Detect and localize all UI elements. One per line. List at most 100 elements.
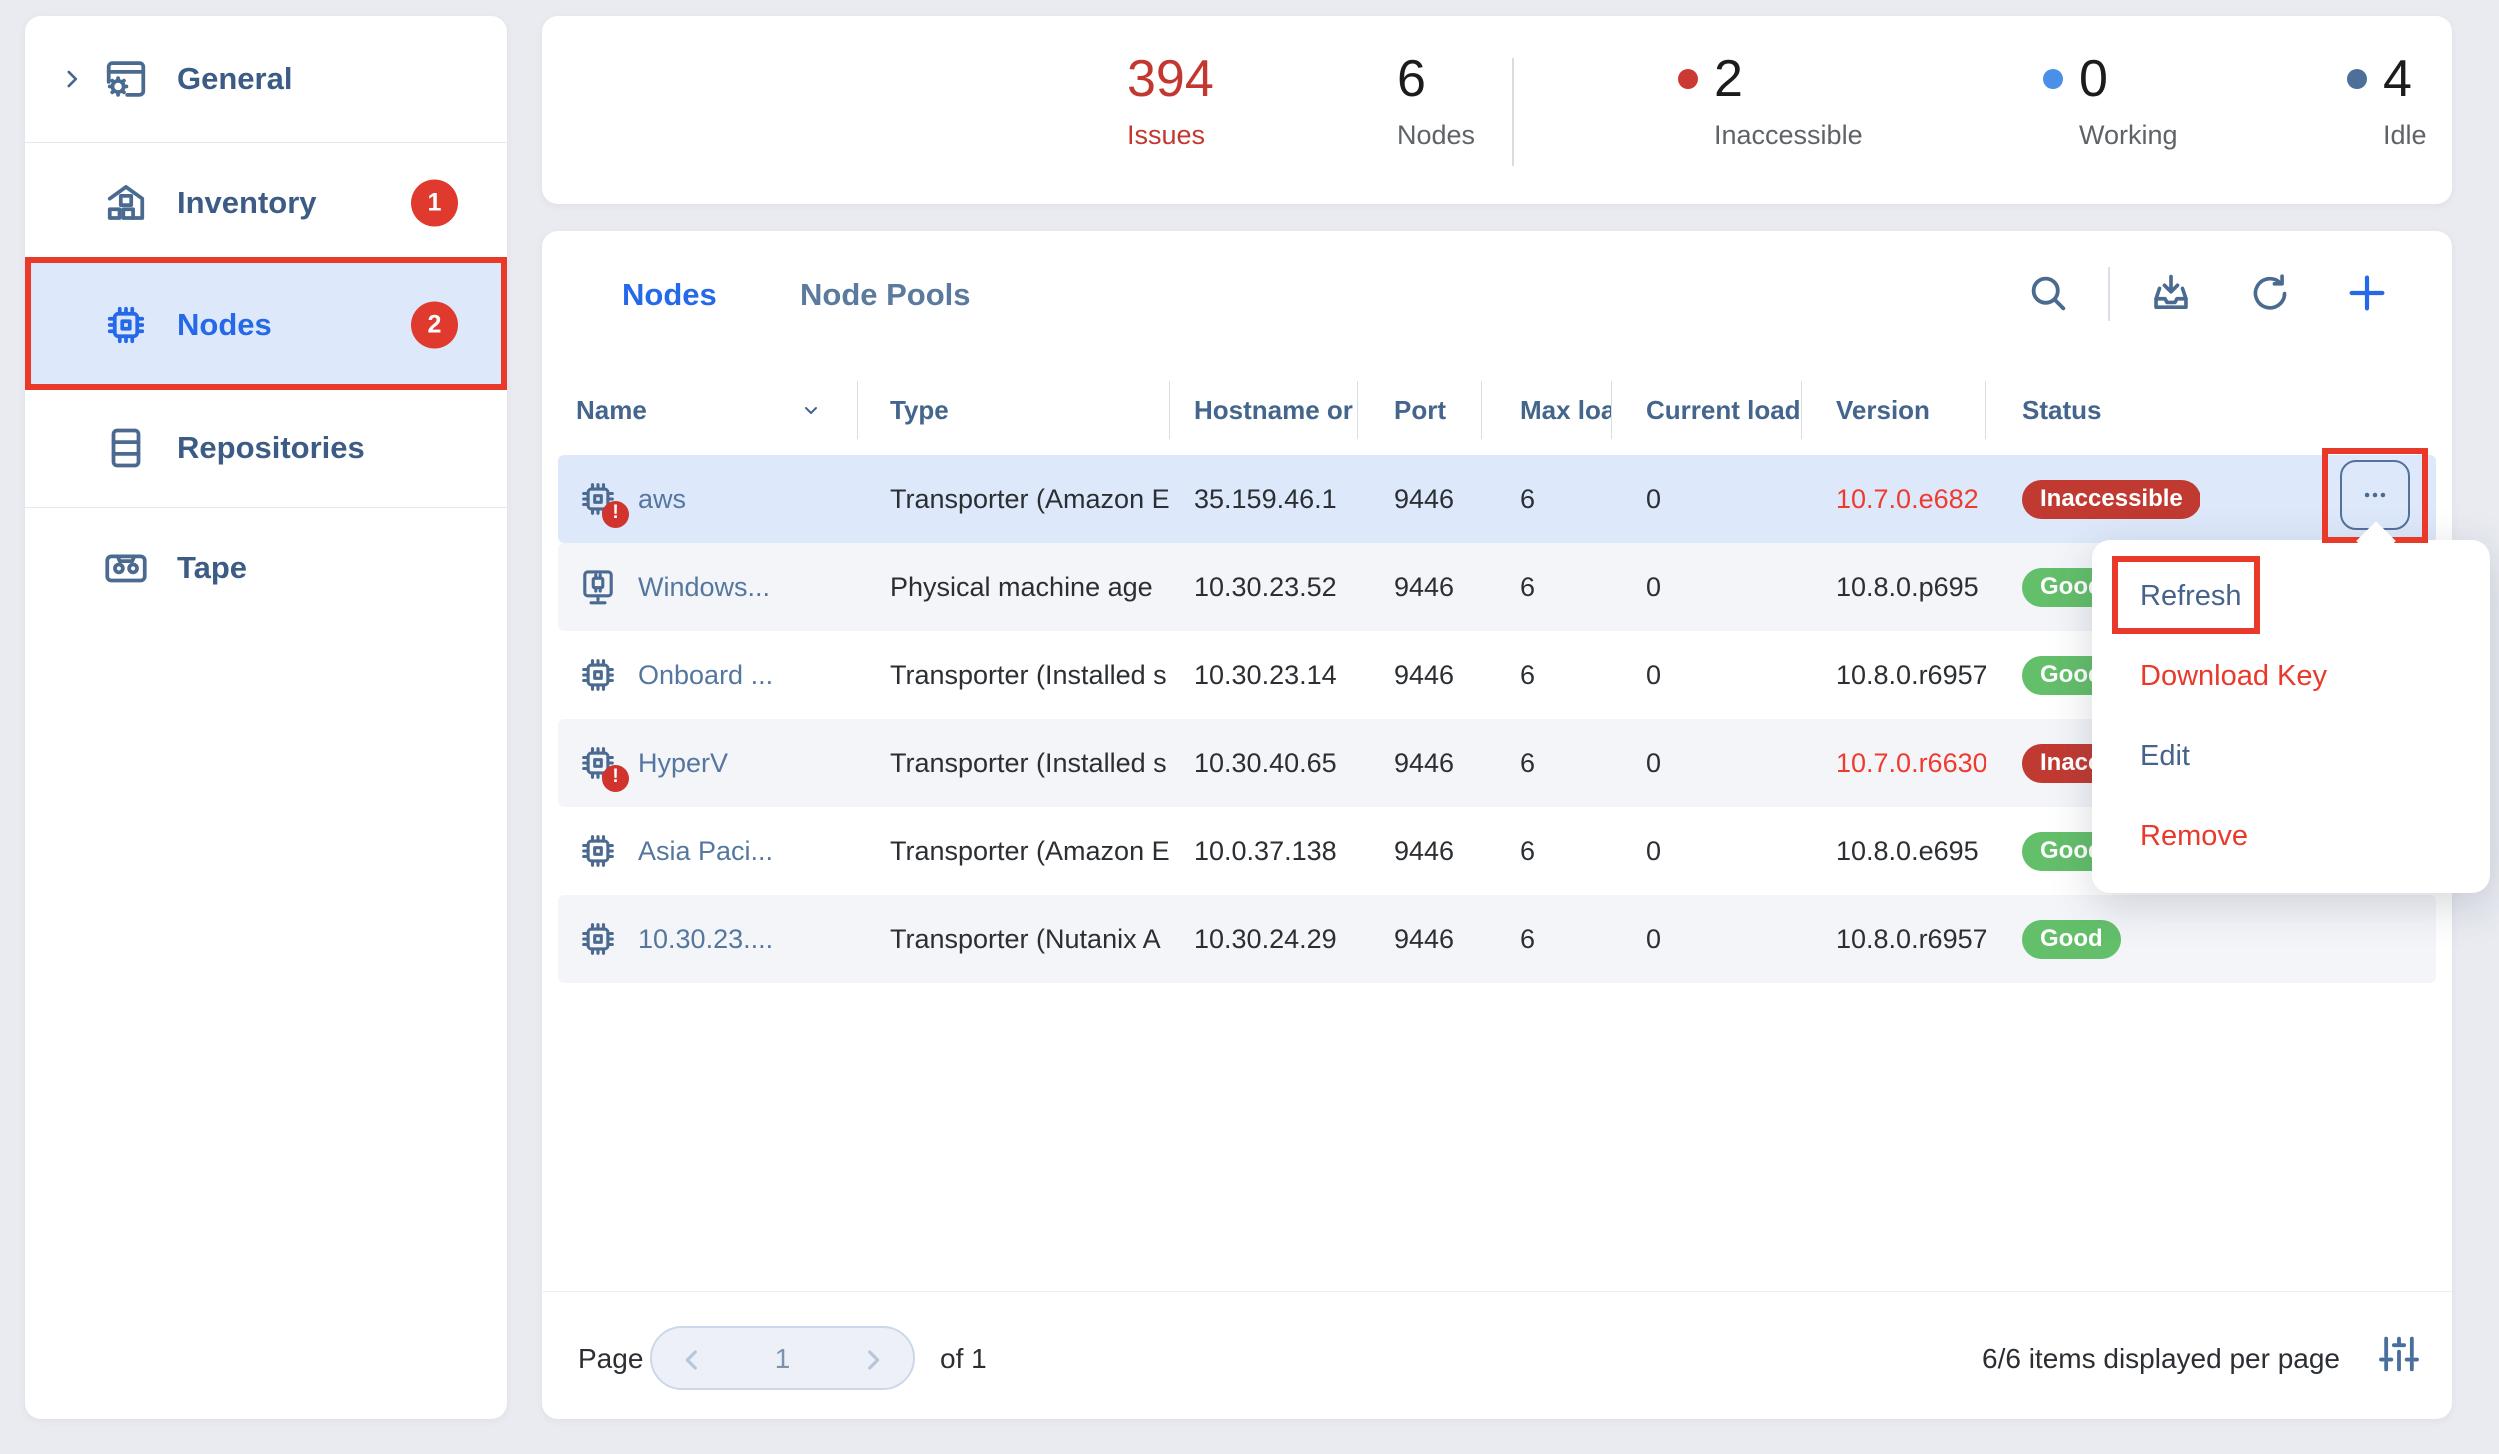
node-hostname: 10.30.23.52 <box>1194 571 1337 602</box>
node-type: Transporter (Amazon E <box>890 483 1170 514</box>
annotation-refresh-highlight <box>2112 556 2260 634</box>
node-name-link[interactable]: Onboard ... <box>638 659 774 690</box>
node-type: Physical machine age <box>890 571 1153 602</box>
previous-page-chevron-icon[interactable] <box>676 1344 708 1376</box>
column-header-type[interactable]: Type <box>858 381 1170 439</box>
nodes-summary-bar: 394 Issues 6 Nodes 2 Inaccessible 0 Work… <box>542 16 2452 204</box>
node-chip-icon <box>576 917 620 961</box>
page-settings-sliders-icon[interactable] <box>2376 1331 2422 1377</box>
page-stepper[interactable]: 1 <box>650 1326 915 1390</box>
stat-idle: 4 Idle <box>2347 50 2427 151</box>
node-hostname: 10.30.24.29 <box>1194 923 1337 954</box>
table-row[interactable]: 10.30.23.... Transporter (Nutanix A 10.3… <box>558 895 2436 983</box>
nodes-count: 6 <box>1397 50 1426 108</box>
refresh-icon[interactable] <box>2247 270 2293 316</box>
sidebar-item-repositories[interactable]: Repositories <box>25 388 507 507</box>
column-header-status[interactable]: Status <box>1986 381 2200 439</box>
next-page-chevron-icon[interactable] <box>857 1344 889 1376</box>
nodes-chip-icon <box>101 300 151 350</box>
nodes-count-badge: 2 <box>411 301 458 349</box>
inaccessible-label: Inaccessible <box>1714 119 1863 150</box>
column-header-port[interactable]: Port <box>1358 381 1482 439</box>
sidebar-item-label: Nodes <box>177 307 272 342</box>
sidebar-item-inventory[interactable]: Inventory 1 <box>25 143 507 262</box>
tape-icon <box>101 543 151 593</box>
node-max-load: 6 <box>1520 923 1536 954</box>
inaccessible-count: 2 <box>1714 50 1743 108</box>
sidebar-item-general[interactable]: General <box>25 16 507 142</box>
column-label: Current load <box>1646 394 1801 425</box>
node-chip-icon <box>576 477 629 528</box>
add-node-icon[interactable] <box>2344 270 2390 316</box>
node-current-load: 0 <box>1646 659 1662 690</box>
import-node-icon[interactable] <box>2148 270 2194 316</box>
node-name-link[interactable]: 10.30.23.... <box>638 923 774 954</box>
annotation-nodes-highlight <box>25 257 507 390</box>
stats-divider <box>1512 58 1514 166</box>
stat-working: 0 Working <box>2043 52 2178 151</box>
column-header-name[interactable]: Name <box>558 381 858 439</box>
tab-node-pools[interactable]: Node Pools <box>800 277 971 312</box>
footer-divider <box>542 1291 2452 1292</box>
column-header-actions <box>2200 381 2436 439</box>
stat-nodes: 6 Nodes <box>1397 52 1475 151</box>
node-port: 9446 <box>1394 483 1455 514</box>
idle-count: 4 <box>2383 50 2412 108</box>
column-label: Status <box>2022 394 2102 425</box>
node-chip-icon <box>576 653 620 697</box>
menu-item-remove[interactable]: Remove <box>2140 819 2248 852</box>
table-row[interactable]: aws Transporter (Amazon E 35.159.46.1 94… <box>558 455 2436 543</box>
node-port: 9446 <box>1394 571 1455 602</box>
sidebar-item-nodes[interactable]: Nodes 2 <box>25 262 507 388</box>
node-current-load: 0 <box>1646 747 1662 778</box>
column-header-current-load[interactable]: Current load <box>1612 381 1802 439</box>
node-version: 10.7.0.r6630 <box>1836 747 1986 778</box>
sidebar-item-label: Repositories <box>177 429 365 465</box>
node-max-load: 6 <box>1520 835 1536 866</box>
node-name-link[interactable]: aws <box>638 483 687 514</box>
sort-chevron-down-icon[interactable] <box>799 398 823 422</box>
node-version: 10.8.0.e695 <box>1836 835 1979 866</box>
node-name-link[interactable]: Windows... <box>638 571 771 602</box>
repositories-icon <box>101 423 151 473</box>
column-label: Max loa <box>1520 394 1612 425</box>
node-version: 10.8.0.r6957 <box>1836 659 1986 690</box>
tab-nodes[interactable]: Nodes <box>622 277 717 312</box>
general-settings-icon <box>101 54 151 104</box>
toolbar-divider <box>2108 267 2110 321</box>
menu-item-refresh[interactable]: Refresh <box>2140 579 2242 612</box>
chevron-right-icon[interactable] <box>59 66 85 92</box>
node-port: 9446 <box>1394 747 1455 778</box>
node-type: Transporter (Installed s <box>890 747 1167 778</box>
column-header-max-load[interactable]: Max loa <box>1482 381 1612 439</box>
search-icon[interactable] <box>2025 270 2071 316</box>
sidebar-item-label: Inventory <box>177 184 317 220</box>
issues-count: 394 <box>1127 50 1214 108</box>
node-name-link[interactable]: Asia Paci... <box>638 835 774 866</box>
column-header-version[interactable]: Version <box>1802 381 1986 439</box>
node-type: Transporter (Installed s <box>890 659 1167 690</box>
page-label: Page <box>578 1343 644 1374</box>
menu-item-download-key[interactable]: Download Key <box>2140 659 2327 692</box>
sidebar-divider <box>25 142 507 143</box>
node-max-load: 6 <box>1520 571 1536 602</box>
node-version: 10.7.0.e682 <box>1836 483 1979 514</box>
node-name-link[interactable]: HyperV <box>638 747 729 778</box>
row-actions-menu: Refresh Download Key Edit Remove <box>2092 540 2490 893</box>
idle-dot <box>2347 69 2367 89</box>
stat-issues: 394 Issues <box>1127 52 1214 151</box>
column-header-hostname[interactable]: Hostname or <box>1170 381 1358 439</box>
menu-item-edit[interactable]: Edit <box>2140 739 2190 772</box>
sidebar-item-tape[interactable]: Tape <box>25 508 507 628</box>
items-per-page-info: 6/6 items displayed per page <box>1982 1343 2340 1374</box>
column-label: Port <box>1394 394 1446 425</box>
idle-label: Idle <box>2383 119 2427 150</box>
node-type: Transporter (Amazon E <box>890 835 1170 866</box>
page-of-label: of 1 <box>940 1343 987 1374</box>
column-label: Name <box>576 394 647 425</box>
sidebar-item-label: General <box>177 61 293 96</box>
settings-sidebar: General Inventory 1 Nodes 2 <box>25 16 507 1419</box>
node-current-load: 0 <box>1646 923 1662 954</box>
current-page-input[interactable]: 1 <box>774 1343 791 1374</box>
column-label: Type <box>890 394 949 425</box>
